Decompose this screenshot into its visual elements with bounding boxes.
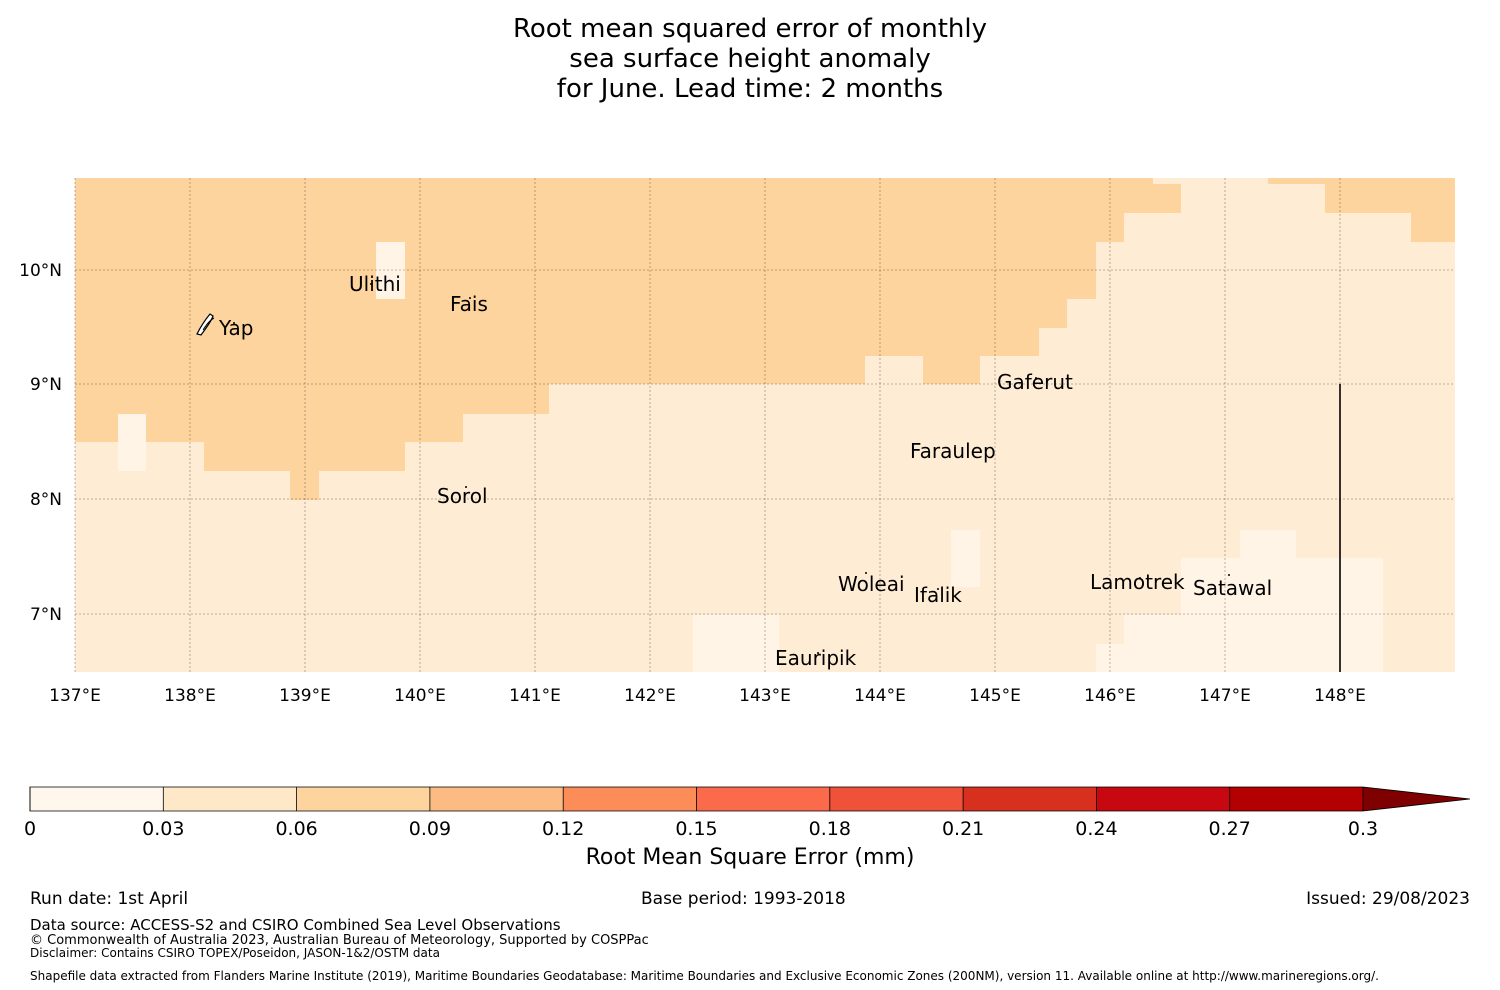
colorbar-segment [30,787,164,811]
island-dot [465,486,467,488]
colorbar-segment [296,787,431,811]
colorbar-segment [963,787,1097,811]
field-cell-low [376,242,405,299]
field-cell-low [1096,644,1124,672]
disclaimer: Disclaimer: Contains CSIRO TOPEX/Poseido… [30,946,440,960]
lat-tick-label: 8°N [30,490,62,510]
colorbar-tick-label: 0.12 [542,818,584,840]
lon-tick-label: 145°E [969,686,1021,706]
shapefile-credit: Shapefile data extracted from Flanders M… [30,969,1379,983]
colorbar-tick-label: 0.21 [942,818,984,840]
colorbar-tick-label: 0.06 [275,818,317,840]
colorbar-segment [1229,787,1364,811]
island-dot [865,572,867,574]
colorbar-tick-label: 0.3 [1348,818,1378,840]
island-label-sorol: Sorol [437,484,488,508]
yap-island-shape [196,313,214,336]
island-dot [1035,377,1037,379]
field-cell-low [1240,530,1296,559]
colorbar-tick-label: 0.03 [142,818,184,840]
island-label-yap: Yap [218,316,253,340]
lon-tick-label: 138°E [164,686,216,706]
island-label-woleai: Woleai [838,572,905,596]
lat-tick-label: 10°N [19,261,62,281]
yap-island-shape-2 [202,317,215,331]
colorbar-tick-label: 0.18 [809,818,851,840]
field-region-higher-ne [1268,178,1455,242]
field-cell-low [951,530,980,587]
graticule [74,178,1455,672]
field-cell-low [118,414,146,471]
colorbar-tick-label: 0.27 [1209,818,1251,840]
colorbar-segment [163,787,298,811]
island-label-fais: Fais [450,292,488,316]
island-dot [954,445,956,447]
island-label-faraulep: Faraulep [910,439,996,463]
island-label-ifalik: Ifalik [914,583,962,607]
island-markers [196,313,215,336]
colorbar-segment [1096,787,1231,811]
island-dot [937,588,939,590]
island-labels: Yap Ulithi Fais Gaferut Faraulep Sorol Woleai I… [218,272,1272,670]
lon-tick-label: 148°E [1314,686,1366,706]
island-label-eauripik: Eauripik [775,646,857,670]
lon-tick-label: 137°E [49,686,101,706]
copyright-notice: © Commonwealth of Australia 2023, Austra… [30,933,649,948]
axis-tick-labels: 10°N 9°N 8°N 7°N 137°E 138°E 139°E 140°E 141°E 14… [19,261,1366,706]
island-dot [469,297,471,299]
lon-tick-label: 139°E [279,686,331,706]
colorbar-segment [696,787,831,811]
island-dot [1139,577,1141,579]
data-source: Data source: ACCESS-S2 and CSIRO Combine… [30,916,561,934]
issued-date: Issued: 29/08/2023 [1306,889,1470,909]
lon-tick-label: 144°E [854,686,906,706]
colorbar-tick-label: 0.09 [409,818,451,840]
lon-tick-label: 146°E [1084,686,1136,706]
colorbar-segment [829,787,964,811]
colorbar-extend-arrow [1363,787,1470,811]
field-cell-low [1124,615,1181,672]
colorbar-segment [563,787,697,811]
colorbar-tick-label: 0 [24,818,36,840]
island-label-ulithi: Ulithi [349,272,401,296]
lon-tick-label: 142°E [624,686,676,706]
field-region-higher [75,178,1181,500]
title-line-1: Root mean squared error of monthly [512,14,988,44]
run-date: Run date: 1st April [30,889,189,909]
map-title: Root mean squared error of monthly sea s… [250,14,1250,104]
colorbar-segment [429,787,564,811]
lon-tick-label: 140°E [394,686,446,706]
lat-tick-label: 9°N [30,375,62,395]
lat-tick-label: 7°N [30,605,62,625]
island-label-satawal: Satawal [1193,576,1272,600]
lon-tick-label: 143°E [739,686,791,706]
island-dot [233,322,235,324]
title-line-3: for June. Lead time: 2 months [556,74,944,104]
lon-tick-label: 147°E [1199,686,1251,706]
island-label-gaferut: Gaferut [997,370,1073,394]
colorbar: 0 0.03 0.06 0.09 0.12 0.15 0.18 0.21 0.24 0.27 0.3 [24,786,1471,840]
colorbar-tick-label: 0.15 [675,818,717,840]
island-label-lamotrek: Lamotrek [1090,570,1185,594]
field-cell-low [1181,558,1383,672]
colorbar-label: Root Mean Square Error (mm) [585,845,915,870]
island-dot [1228,574,1230,576]
rmse-field [75,178,1455,672]
title-line-2: sea surface height anomaly [569,44,931,74]
field-cell-low [693,615,779,672]
island-dot [817,652,819,654]
base-period: Base period: 1993-2018 [641,889,846,909]
colorbar-tick-label: 0.24 [1075,818,1117,840]
lon-tick-label: 141°E [509,686,561,706]
island-dot [370,283,372,285]
